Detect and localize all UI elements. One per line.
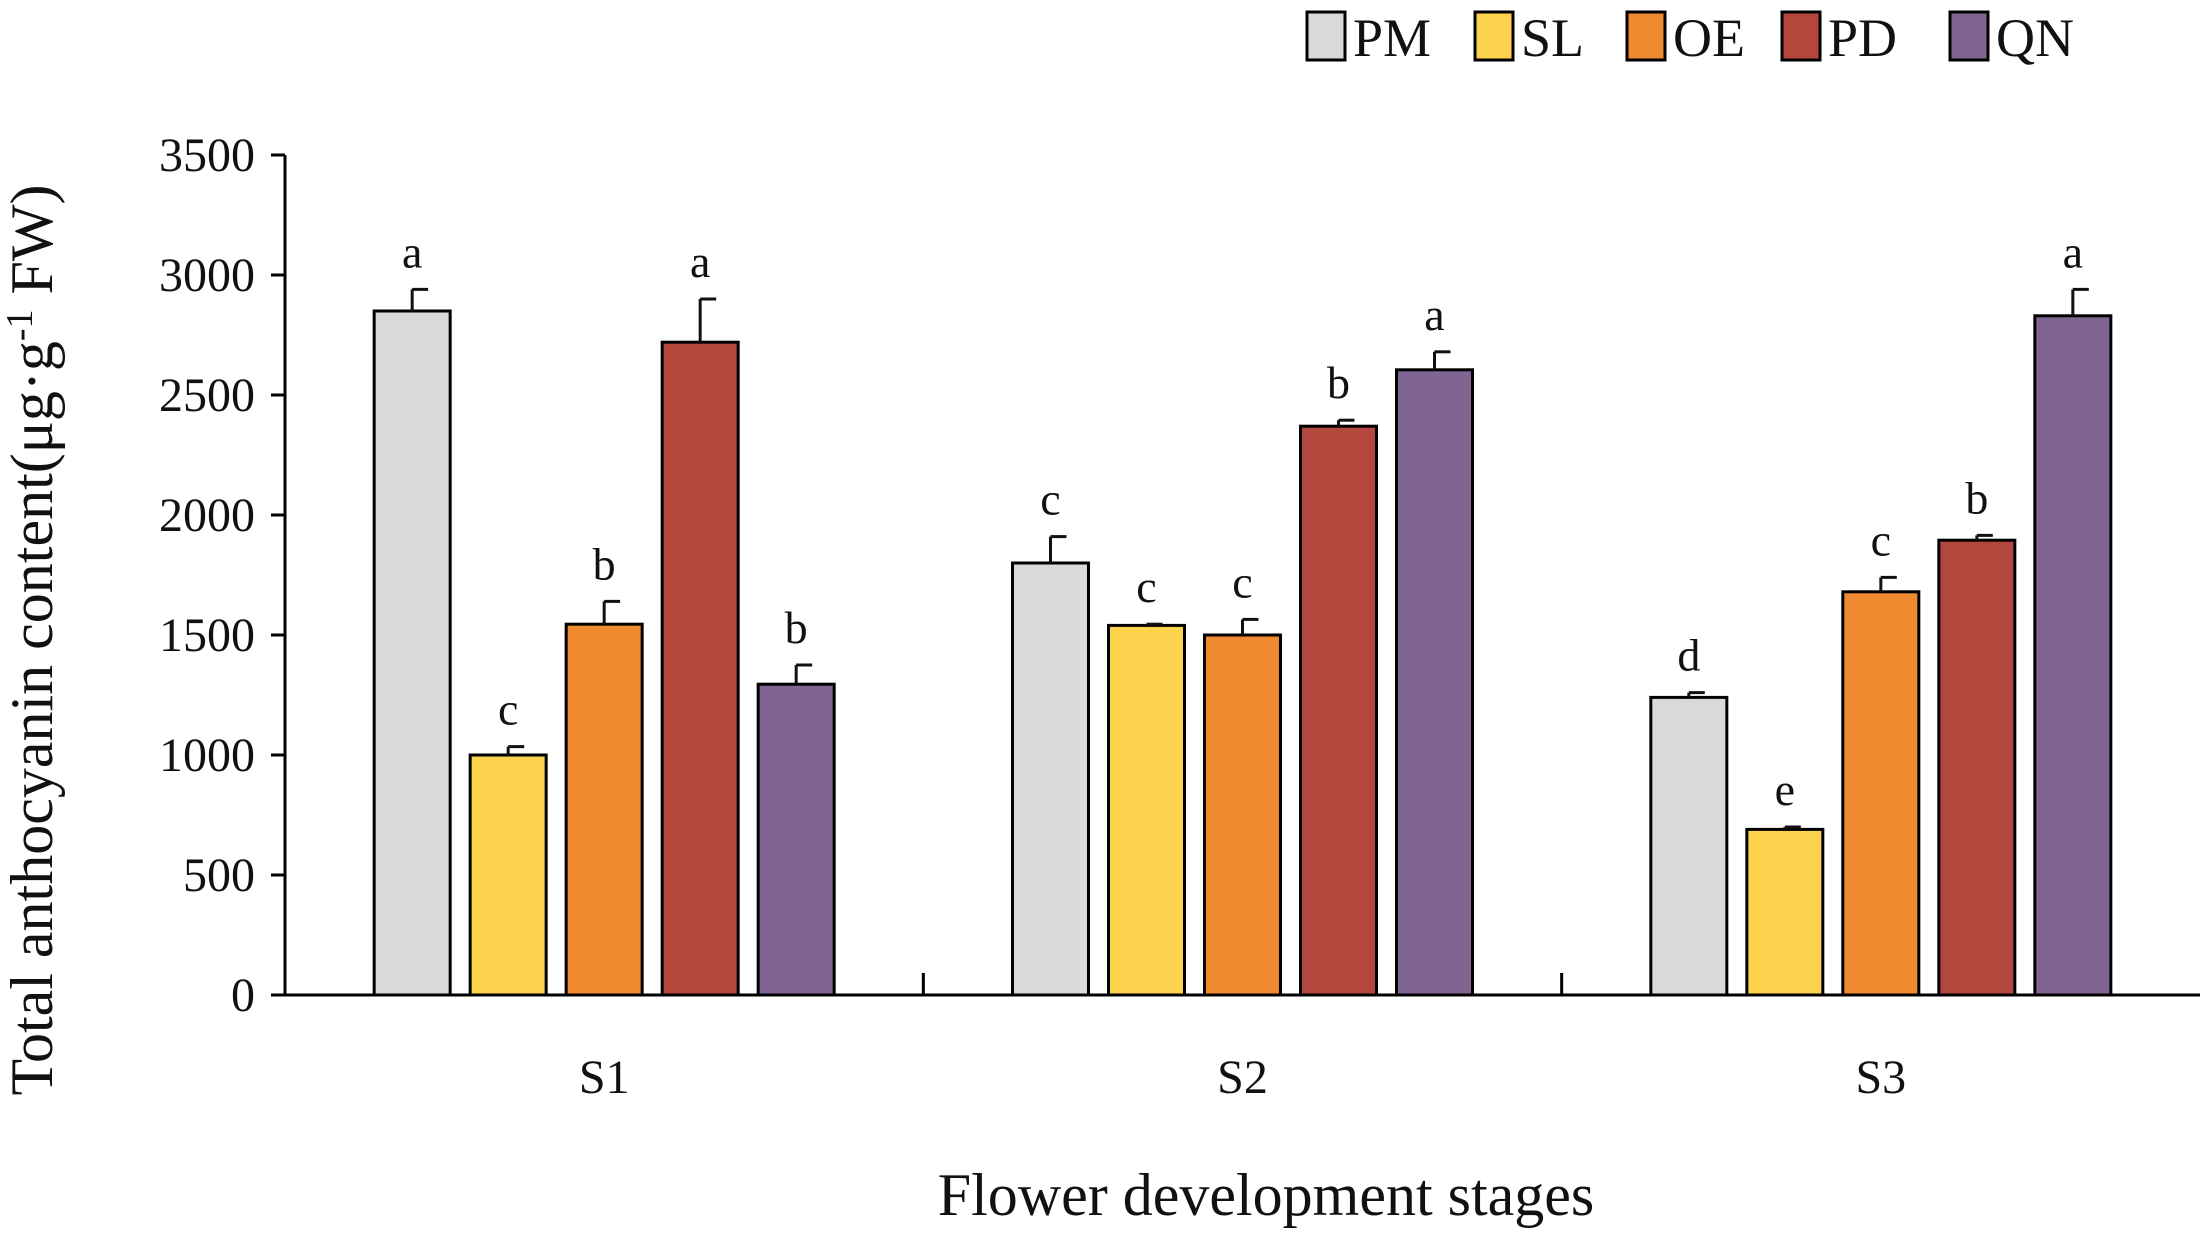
significance-letter: d (1677, 630, 1700, 681)
bar-pm-s2 (1011, 561, 1090, 997)
bars: a c b a b c c c b a d e c b a (372, 226, 2113, 997)
legend-swatch-pd (1780, 10, 1822, 62)
bar-pm-s1 (372, 309, 452, 997)
legend-swatch-qn (1948, 10, 1990, 62)
bar-pm-s3 (1649, 695, 1729, 997)
y-tick-label: 1500 (159, 609, 255, 662)
x-tick-label: S3 (1855, 1051, 1906, 1104)
y-tick-label: 3500 (159, 129, 255, 182)
legend-swatch-pm (1305, 10, 1347, 62)
x-tick-label: S2 (1217, 1051, 1268, 1104)
significance-letter: a (2063, 226, 2083, 277)
legend-label-pm: PM (1353, 8, 1431, 68)
significance-letter: c (1232, 556, 1252, 607)
significance-letter: a (690, 236, 710, 287)
legend: PM SL OE PD QN (1305, 8, 2074, 68)
significance-letter: b (785, 602, 808, 653)
significance-letter: c (1040, 474, 1060, 525)
bar-oe-s2 (1203, 633, 1282, 997)
significance-letter: b (1327, 357, 1350, 408)
significance-letter: b (593, 538, 616, 589)
y-tick-label: 0 (231, 969, 255, 1022)
significance-letter: c (498, 684, 518, 735)
legend-label-qn: QN (1996, 8, 2074, 68)
y-tick-label: 2500 (159, 369, 255, 422)
bar-sl-s1 (468, 753, 548, 997)
y-tick-label: 3000 (159, 249, 255, 302)
bar-oe-s3 (1841, 590, 1921, 997)
y-axis-title-main: Total anthocyanin content(μg·g (0, 341, 65, 1095)
significance-letter: e (1775, 764, 1795, 815)
y-tick-label: 500 (183, 849, 255, 902)
bar-pd-s3 (1937, 538, 2017, 997)
legend-swatch-oe (1625, 10, 1667, 62)
bar-qn-s2 (1395, 368, 1474, 997)
y-tick-label: 2000 (159, 489, 255, 542)
legend-label-oe: OE (1673, 8, 1745, 68)
legend-swatch-sl (1473, 10, 1515, 62)
significance-letter: c (1871, 514, 1891, 565)
legend-label-sl: SL (1521, 8, 1584, 68)
bar-pd-s2 (1299, 424, 1378, 997)
significance-letter: a (1424, 289, 1444, 340)
legend-label-pd: PD (1828, 8, 1897, 68)
significance-letter: a (402, 226, 422, 277)
bar-pd-s1 (660, 340, 740, 997)
y-axis-title-tail: FW) (0, 184, 65, 309)
y-axis-title: Total anthocyanin content(μg·g-1 FW) (0, 184, 65, 1095)
y-tick-label: 1000 (159, 729, 255, 782)
y-axis: 0 500 1000 1500 2000 2500 3000 3500 (159, 129, 287, 1022)
bar-sl-s2 (1107, 623, 1186, 997)
y-axis-title-sup: -1 (0, 309, 41, 341)
bar-qn-s1 (756, 682, 836, 997)
bar-qn-s3 (2033, 314, 2113, 997)
x-axis-title: Flower development stages (938, 1162, 1595, 1228)
x-tick-label: S1 (579, 1051, 630, 1104)
bar-oe-s1 (564, 622, 644, 997)
bar-sl-s3 (1745, 827, 1825, 997)
significance-letter: b (1965, 472, 1988, 523)
significance-letter: c (1136, 561, 1156, 612)
